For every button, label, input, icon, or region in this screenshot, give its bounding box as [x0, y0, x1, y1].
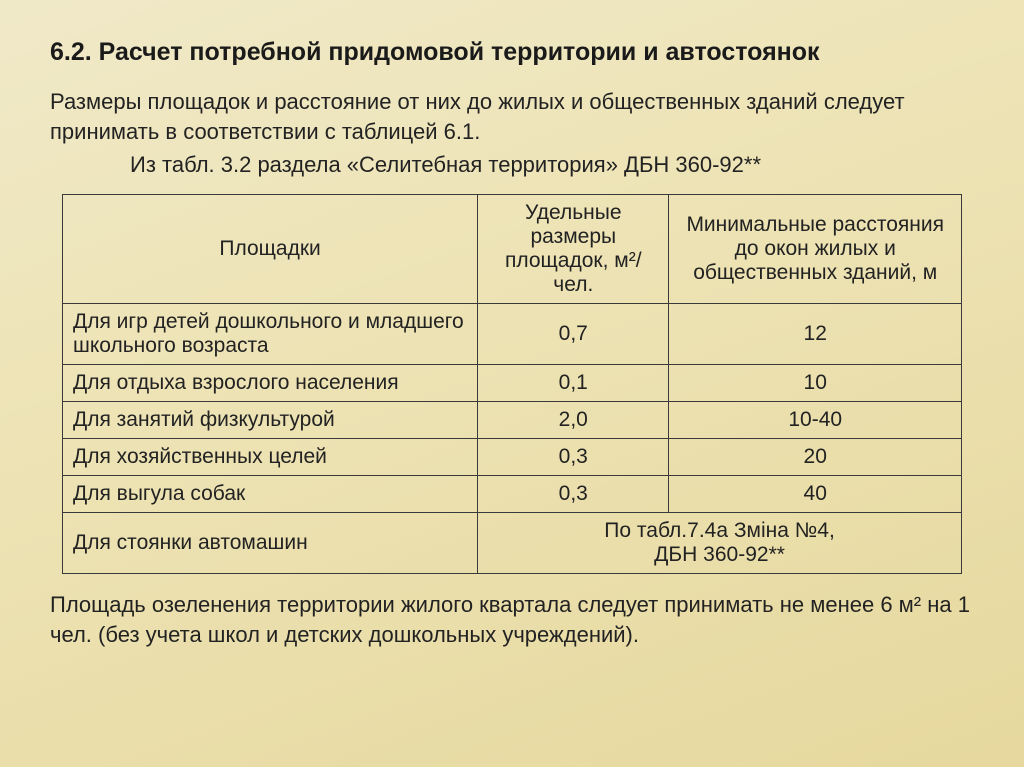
cell-dist: 10-40	[669, 402, 962, 439]
cell-label: Для выгула собак	[63, 476, 478, 513]
document-page: 6.2. Расчет потребной придомовой террито…	[0, 0, 1024, 649]
cell-label: Для стоянки автомашин	[63, 513, 478, 574]
table-header-row: Площадки Удельные размеры площадок, м²/ч…	[63, 195, 962, 304]
intro-paragraph-1: Размеры площадок и расстояние от них до …	[50, 87, 974, 146]
table-row: Для игр детей дошкольного и младшего шко…	[63, 304, 962, 365]
table-row: Для выгула собак 0,3 40	[63, 476, 962, 513]
cell-size: 0,3	[478, 476, 669, 513]
cell-label: Для хозяйственных целей	[63, 439, 478, 476]
table-row-parking: Для стоянки автомашин По табл.7.4а Зміна…	[63, 513, 962, 574]
cell-label: Для занятий физкультурой	[63, 402, 478, 439]
cell-size: 0,1	[478, 365, 669, 402]
cell-dist: 40	[669, 476, 962, 513]
cell-label: Для отдыха взрослого населения	[63, 365, 478, 402]
col-header-areas: Площадки	[63, 195, 478, 304]
cell-dist: 12	[669, 304, 962, 365]
col-header-distance: Минимальные расстояния до окон жилых и о…	[669, 195, 962, 304]
cell-size: 0,7	[478, 304, 669, 365]
cell-size: 0,3	[478, 439, 669, 476]
merged-line-2: ДБН 360-92**	[654, 543, 785, 566]
intro-paragraph-2: Из табл. 3.2 раздела «Селитебная террито…	[50, 150, 974, 180]
section-heading: 6.2. Расчет потребной придомовой террито…	[50, 38, 974, 67]
cell-size: 2,0	[478, 402, 669, 439]
standards-table: Площадки Удельные размеры площадок, м²/ч…	[62, 194, 962, 574]
table-row: Для отдыха взрослого населения 0,1 10	[63, 365, 962, 402]
footer-note: Площадь озеленения территории жилого ква…	[50, 590, 974, 649]
col-header-size: Удельные размеры площадок, м²/чел.	[478, 195, 669, 304]
cell-label: Для игр детей дошкольного и младшего шко…	[63, 304, 478, 365]
merged-line-1: По табл.7.4а Зміна №4,	[604, 519, 835, 542]
cell-merged-reference: По табл.7.4а Зміна №4, ДБН 360-92**	[478, 513, 962, 574]
cell-dist: 10	[669, 365, 962, 402]
table-row: Для занятий физкультурой 2,0 10-40	[63, 402, 962, 439]
table-row: Для хозяйственных целей 0,3 20	[63, 439, 962, 476]
cell-dist: 20	[669, 439, 962, 476]
